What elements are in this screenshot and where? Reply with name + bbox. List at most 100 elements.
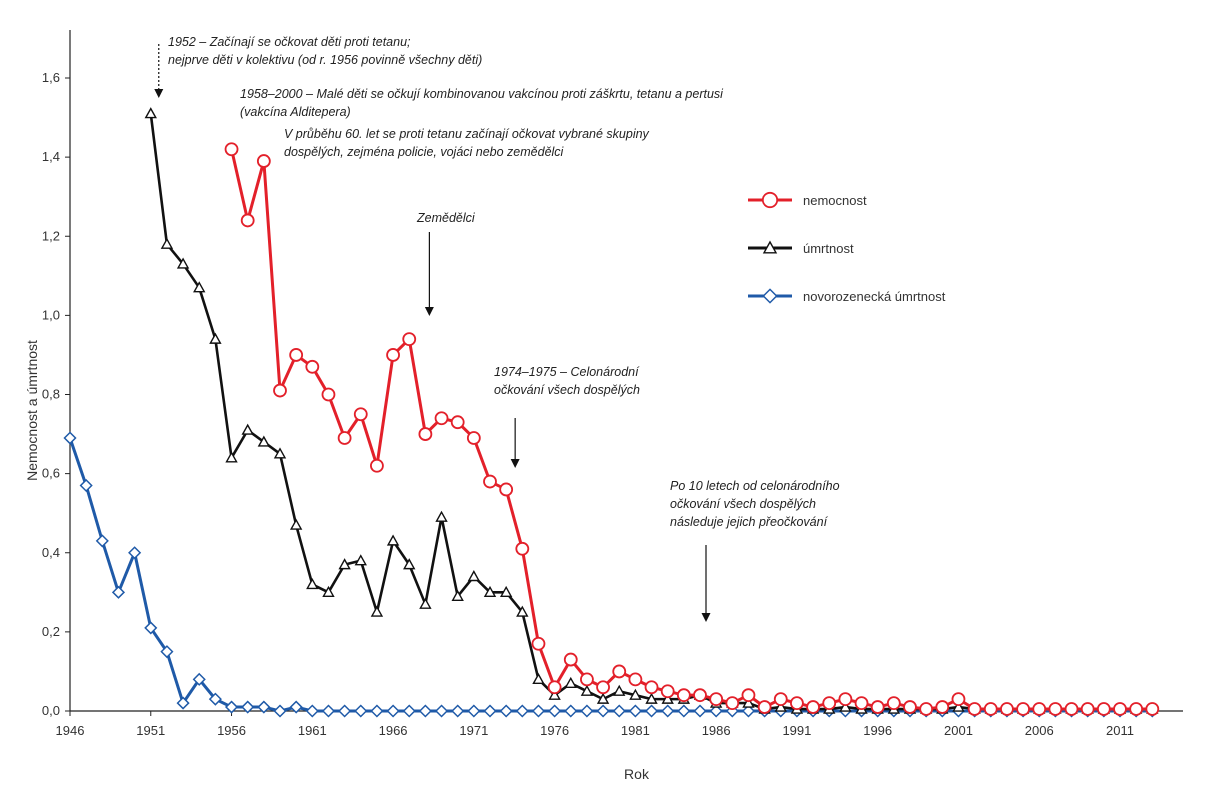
annotation-text: 1952 – Začínají se očkovat děti proti te…: [168, 35, 411, 49]
data-point-triangle: [403, 558, 416, 570]
annotation-text: 1958–2000 – Malé děti se očkují kombinov…: [240, 87, 724, 101]
series-diamond: [63, 431, 1159, 718]
data-point-circle: [1080, 702, 1095, 716]
y-tick-label: 0,8: [42, 387, 60, 402]
data-point-triangle: [774, 700, 787, 712]
data-point-triangle: [176, 257, 190, 269]
data-point-circle: [612, 664, 627, 679]
data-point-triangle: [322, 585, 335, 598]
data-point-diamond: [321, 704, 336, 718]
data-point-circle: [709, 692, 724, 707]
data-point-diamond: [241, 700, 255, 714]
data-point-triangle: [596, 692, 610, 704]
data-point-triangle: [370, 605, 384, 617]
data-point-circle: [1129, 702, 1144, 716]
data-point-circle: [741, 688, 756, 703]
data-point-triangle: [629, 688, 642, 700]
data-point-diamond: [580, 704, 594, 718]
data-point-triangle: [839, 700, 852, 712]
x-tick-label: 1966: [379, 723, 408, 738]
data-point-triangle: [241, 423, 254, 435]
data-point-diamond: [111, 585, 126, 599]
annotation: 1974–1975 – Celonárodní očkování všech do…: [494, 365, 640, 468]
data-point-diamond: [644, 704, 659, 718]
data-point-circle: [951, 692, 966, 707]
data-point-diamond: [79, 478, 93, 493]
annotation-text: Zemědělci: [416, 211, 476, 225]
annotation-text: V průběhu 60. let se proti tetanu začína…: [284, 127, 650, 141]
data-point-circle: [466, 431, 481, 445]
x-tick-label: 1956: [217, 723, 246, 738]
data-point-diamond: [628, 704, 642, 718]
x-tick-label: 2001: [944, 723, 973, 738]
data-point-diamond: [208, 692, 222, 706]
data-point-triangle: [661, 692, 674, 704]
x-tick-label: 1951: [136, 723, 165, 738]
data-point-triangle: [273, 447, 287, 459]
data-point-triangle: [451, 589, 464, 601]
data-point-diamond: [661, 704, 675, 718]
data-point-diamond: [257, 700, 271, 714]
data-point-diamond: [273, 704, 287, 718]
data-point-circle: [224, 142, 239, 157]
data-point-circle: [1000, 702, 1014, 716]
data-point-triangle: [952, 700, 965, 712]
data-point-circle: [1048, 702, 1063, 716]
x-tick-label: 2011: [1106, 723, 1134, 738]
data-point-triangle: [580, 684, 594, 696]
annotation-text: Po 10 letech od celonárodního: [670, 479, 840, 493]
annotations-group: 1952 – Začínají se očkovat děti proti te…: [154, 35, 840, 622]
data-point-diamond: [467, 704, 481, 718]
data-point-circle: [822, 696, 837, 710]
data-point-circle: [838, 692, 853, 707]
data-point-triangle: [257, 435, 271, 447]
legend-item: úmrtnost: [748, 240, 854, 256]
data-point-circle: [256, 154, 271, 168]
data-point-triangle: [532, 672, 545, 685]
data-point-diamond: [564, 704, 578, 718]
data-point-triangle: [564, 676, 577, 689]
series-line: [68, 437, 1153, 713]
y-tick-label: 1,2: [42, 228, 60, 243]
data-point-triangle: [516, 605, 529, 617]
y-tick-label: 1,4: [42, 149, 60, 164]
data-point-circle: [1064, 702, 1079, 716]
data-point-triangle: [160, 237, 174, 249]
data-point-diamond: [386, 704, 400, 718]
data-point-circle: [563, 652, 578, 667]
data-point-diamond: [548, 704, 562, 718]
data-point-diamond: [402, 704, 416, 718]
annotation-text: následuje jejich přeočkování: [670, 515, 829, 529]
data-point-circle: [353, 407, 368, 422]
series-group: [63, 107, 1160, 718]
data-point-circle: [1032, 702, 1047, 716]
data-point-circle: [370, 458, 384, 473]
series-line: [230, 148, 1153, 711]
data-point-diamond: [289, 700, 303, 714]
series-line: [149, 113, 1153, 711]
data-point-diamond: [531, 704, 546, 718]
data-point-circle: [1096, 702, 1111, 716]
y-tick-label: 0,2: [42, 624, 60, 639]
data-point-diamond: [612, 704, 626, 718]
data-point-diamond: [176, 696, 190, 710]
y-tick-label: 1,0: [42, 307, 60, 322]
data-point-circle: [386, 348, 400, 362]
data-point-diamond: [160, 645, 174, 659]
data-point-diamond: [305, 704, 319, 718]
x-tick-label: 2006: [1025, 723, 1054, 738]
annotation-text: očkování všech dospělých: [670, 497, 816, 511]
data-point-triangle: [338, 558, 351, 570]
data-point-triangle: [386, 534, 400, 546]
data-point-circle: [240, 213, 255, 228]
data-point-circle: [790, 696, 804, 710]
annotation-text: 1974–1975 – Celonárodní: [494, 365, 640, 379]
x-axis-title: Rok: [624, 766, 650, 782]
data-point-diamond: [338, 704, 352, 718]
data-point-triangle: [645, 692, 658, 704]
data-point-circle: [1113, 702, 1127, 716]
y-tick-label: 1,6: [42, 70, 60, 85]
data-point-triangle: [499, 585, 513, 598]
annotation: 1952 – Začínají se očkovat děti proti te…: [154, 35, 482, 98]
